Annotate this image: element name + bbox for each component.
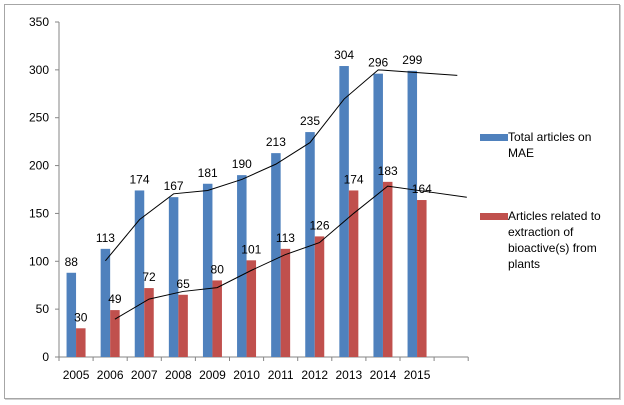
data-label: 235 [300, 114, 320, 128]
bar-total [100, 248, 111, 357]
x-tick-label: 2015 [404, 368, 431, 382]
bar-total [168, 197, 179, 357]
x-tick-label: 2006 [97, 368, 124, 382]
bar-plants [382, 181, 393, 357]
bar-plants [280, 248, 291, 357]
bar-plants [178, 294, 188, 357]
data-label: 101 [241, 242, 261, 256]
y-axis: 0 50 100 150 200 250 300 350 [29, 15, 60, 364]
data-label: 213 [266, 135, 286, 149]
trendline-total [105, 69, 458, 262]
y-tick-label: 100 [29, 254, 49, 268]
data-label: 181 [198, 166, 218, 180]
data-label: 113 [96, 231, 115, 245]
x-tick-label: 2005 [63, 368, 90, 382]
trend-lines [105, 69, 467, 320]
x-tick-label: 2013 [335, 368, 362, 382]
y-tick-label: 250 [29, 111, 49, 125]
data-label: 183 [378, 164, 398, 178]
bar-plants [212, 280, 222, 357]
bar-plants [76, 328, 86, 357]
y-tick-label: 150 [29, 206, 49, 220]
y-tick-label: 350 [29, 15, 49, 29]
data-label: 126 [309, 218, 329, 232]
x-tick-label: 2012 [301, 368, 328, 382]
data-label: 174 [129, 172, 149, 186]
bar-plants [417, 200, 427, 357]
legend-swatch-total [480, 134, 508, 141]
bar-total [271, 153, 281, 357]
bar-total [237, 175, 247, 357]
bar-total [202, 183, 213, 357]
data-label: 167 [164, 179, 184, 193]
x-axis: 2005 2006 2007 2008 2009 2010 2011 2012 2013 2014… [58, 356, 469, 382]
y-tick-label: 50 [36, 302, 50, 316]
data-label: 299 [402, 53, 422, 67]
data-label: 164 [412, 182, 432, 196]
bar-plants [246, 260, 257, 357]
trendline-plants [114, 185, 467, 320]
data-label: 80 [211, 262, 225, 276]
x-tick-label: 2010 [233, 368, 260, 382]
data-label: 49 [108, 292, 122, 306]
bar-plants [348, 190, 359, 357]
bar-total [407, 70, 418, 358]
data-label: 296 [368, 56, 388, 70]
data-label: 30 [74, 310, 88, 324]
data-labels: 88 113 174 167 181 190 213 235 304 296 299 30 49 72 65… [65, 48, 433, 324]
data-label: 304 [334, 48, 354, 62]
bar-plants [110, 310, 120, 357]
bars [66, 66, 427, 358]
legend-swatch-plants [480, 213, 508, 220]
bar-total [305, 132, 315, 357]
data-label: 72 [142, 270, 156, 284]
bar-plants [144, 288, 154, 357]
legend-label-total: Total articles on MAE [508, 130, 592, 160]
data-label: 65 [176, 277, 190, 291]
bar-plants [314, 236, 325, 357]
y-tick-label: 300 [29, 63, 49, 77]
data-label: 190 [232, 157, 252, 171]
x-tick-label: 2014 [370, 368, 397, 382]
bar-total [66, 272, 77, 357]
bar-total [339, 66, 349, 358]
y-tick-label: 0 [42, 350, 49, 364]
bar-total [134, 190, 145, 357]
data-label: 88 [65, 255, 79, 269]
y-tick-label: 200 [29, 159, 49, 173]
data-label: 113 [276, 231, 295, 245]
x-tick-label: 2009 [199, 368, 226, 382]
x-tick-label: 2011 [268, 368, 294, 382]
legend-label-plants: Articles related to extraction of bioact… [508, 209, 601, 271]
x-tick-label: 2007 [131, 368, 158, 382]
x-tick-label: 2008 [165, 368, 192, 382]
bar-total [373, 73, 383, 357]
data-label: 174 [344, 172, 364, 186]
